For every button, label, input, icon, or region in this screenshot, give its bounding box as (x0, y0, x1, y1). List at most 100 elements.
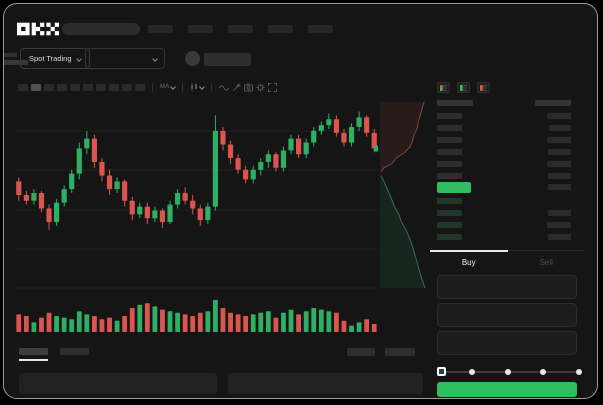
bid-row[interactable] (437, 220, 571, 232)
timeframe-button[interactable] (122, 83, 132, 91)
okx-logo[interactable] (17, 22, 59, 36)
amount-placeholder (548, 173, 571, 179)
draw-button[interactable] (232, 82, 241, 92)
trade-tabs: Buy Sell (430, 250, 585, 276)
ask-row[interactable] (437, 147, 571, 159)
orders-tab-placeholder[interactable] (19, 348, 48, 361)
amount-field[interactable] (437, 303, 577, 327)
timeframe-button[interactable] (31, 83, 41, 91)
amount-placeholder (547, 222, 571, 228)
amount-column-label-placeholder (535, 100, 571, 106)
snapshot-button[interactable] (244, 83, 254, 92)
bid-row[interactable] (437, 232, 571, 244)
line-type-icon (219, 85, 230, 90)
place-order-button[interactable] (437, 382, 577, 397)
ticker-stat-placeholder (4, 53, 34, 69)
nav-item-placeholder[interactable] (148, 25, 173, 33)
tab-sell[interactable]: Sell (539, 258, 553, 267)
nav-item-placeholder[interactable] (268, 25, 293, 33)
slider-stop-dot[interactable] (540, 369, 547, 375)
timeframe-button[interactable] (83, 83, 93, 91)
search-input[interactable] (62, 23, 140, 35)
timeframe-button[interactable] (96, 83, 106, 91)
bid-row[interactable] (437, 196, 571, 208)
book-header (437, 100, 571, 106)
ma-overlay-button[interactable]: MA (160, 84, 177, 90)
chevron-down-icon (170, 84, 177, 90)
line-type-button[interactable] (219, 83, 230, 92)
market-type-dropdown[interactable]: Spot Trading (20, 48, 90, 69)
price-placeholder (437, 198, 462, 204)
price-placeholder (437, 161, 462, 167)
amount-placeholder (549, 125, 571, 131)
ask-row[interactable] (437, 135, 571, 147)
ma-label: MA (160, 84, 170, 90)
app-window: Spot Trading MA (3, 3, 598, 399)
price-field[interactable] (437, 275, 577, 299)
ask-row[interactable] (437, 171, 571, 183)
book-mode-toggles (437, 82, 490, 93)
price-placeholder (437, 222, 462, 228)
price-placeholder (437, 113, 462, 119)
depth-chart[interactable] (380, 96, 428, 290)
nav-item-placeholder[interactable] (308, 25, 333, 33)
orders-action-placeholder[interactable] (347, 348, 375, 356)
timeframe-button[interactable] (18, 83, 28, 91)
divider (182, 82, 184, 92)
ask-row[interactable] (437, 123, 571, 135)
nav-item-placeholder[interactable] (228, 25, 253, 33)
price-column-label-placeholder (437, 100, 473, 106)
fullscreen-button[interactable] (268, 82, 278, 92)
slider-stop-dot[interactable] (468, 369, 475, 375)
chevron-down-icon (75, 55, 82, 62)
tab-buy[interactable]: Buy (461, 258, 476, 267)
price-placeholder (437, 210, 462, 216)
bid-row[interactable] (437, 208, 571, 220)
amount-placeholder (548, 210, 571, 216)
book-both-icon[interactable] (437, 82, 450, 93)
candle-style-icon (191, 82, 198, 92)
timeframe-button[interactable] (70, 83, 80, 91)
amount-placeholder (548, 234, 571, 240)
price-placeholder (437, 125, 462, 131)
timeframe-button[interactable] (44, 83, 54, 91)
slider-stop-dot[interactable] (576, 369, 582, 375)
amount-slider[interactable] (437, 366, 582, 378)
price-placeholder (437, 234, 462, 240)
amount-placeholder (547, 161, 571, 167)
ask-row[interactable] (437, 111, 571, 123)
orders-tabs (19, 348, 89, 361)
nav-item-placeholder[interactable] (188, 25, 213, 33)
price-placeholder (437, 137, 462, 143)
order-book-panel: Buy Sell (430, 78, 585, 398)
chevron-down-icon (199, 84, 206, 90)
price-placeholder (437, 149, 462, 155)
timeframe-button[interactable] (109, 83, 119, 91)
timeframe-button[interactable] (57, 83, 67, 91)
last-price-highlight (437, 182, 471, 193)
timeframe-button[interactable] (135, 83, 145, 91)
coin-icon (185, 51, 200, 66)
total-field[interactable] (437, 331, 577, 355)
chevron-down-icon (152, 56, 158, 62)
top-nav (148, 25, 333, 33)
settings-button[interactable] (256, 83, 265, 92)
ask-row[interactable] (437, 159, 571, 171)
candle-style-button[interactable] (190, 82, 206, 92)
book-bids-icon[interactable] (457, 82, 470, 93)
book-asks-icon[interactable] (477, 82, 490, 93)
amount-placeholder (547, 137, 571, 143)
divider (152, 82, 153, 92)
amount-placeholder (548, 149, 571, 155)
orders-tab-placeholder[interactable] (60, 348, 89, 355)
pair-selector-dropdown[interactable] (85, 48, 165, 69)
slider-handle[interactable] (437, 367, 446, 376)
fullscreen-icon (268, 82, 278, 92)
last-price-row[interactable] (437, 182, 571, 194)
slider-stop-dot[interactable] (504, 369, 511, 375)
candlestick-chart[interactable] (15, 96, 378, 340)
pair-name-placeholder (204, 53, 251, 66)
orders-action-placeholder[interactable] (385, 348, 415, 356)
market-type-label: Spot Trading (29, 54, 72, 63)
divider (211, 82, 213, 92)
